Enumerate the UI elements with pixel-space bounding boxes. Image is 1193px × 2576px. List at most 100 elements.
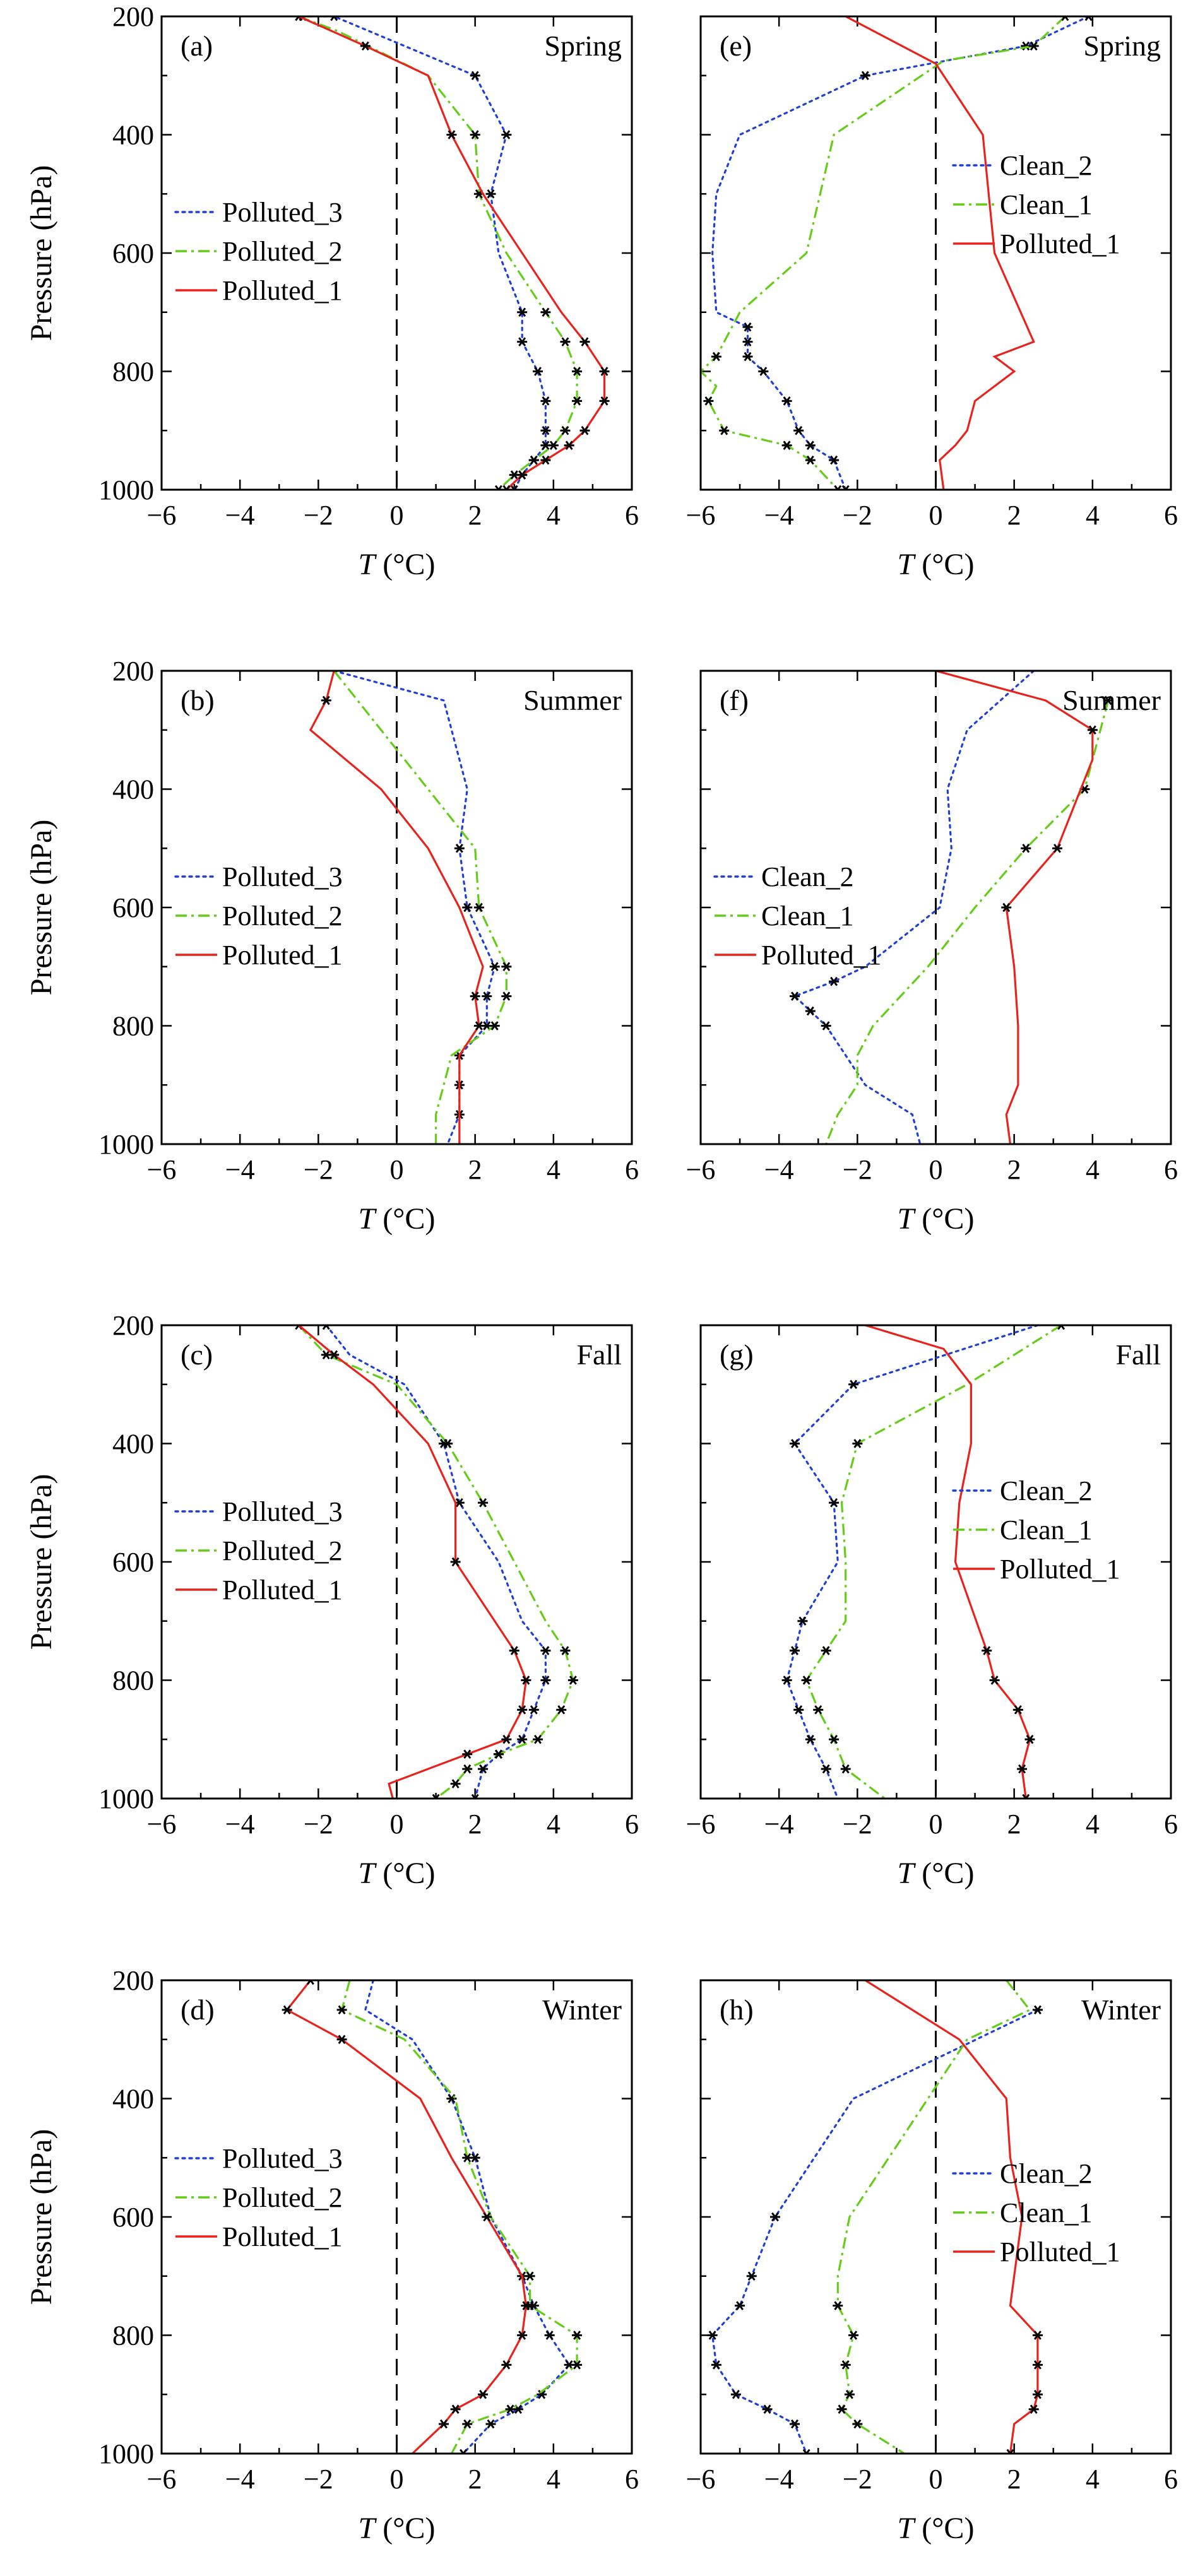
marker-stroke [806,1734,814,1744]
x-tick-label: 2 [1007,500,1021,531]
series-line-clean-1 [825,700,1110,1144]
legend-label: Polluted_3 [222,2143,343,2174]
y-tick-label: 800 [112,1665,154,1696]
significance-marker [746,2271,757,2281]
significance-marker [790,1646,800,1655]
x-tick-label: 0 [929,1809,943,1840]
marker-stroke [1057,1325,1063,1330]
marker-stroke [522,2301,530,2310]
significance-marker [599,367,610,376]
significance-marker [781,440,792,450]
x-axis-unit: (°C) [383,548,435,581]
significance-marker [735,2301,745,2310]
marker-stroke [1022,41,1030,51]
x-tick-label: 2 [1007,2464,1021,2495]
axes-frame [160,1979,633,2455]
series-group [701,16,1094,490]
panel-label: (b) [181,684,215,716]
marker-stroke [463,1749,472,1759]
significance-marker [556,1705,567,1715]
marker-stroke [704,396,713,406]
marker-stroke [790,2419,799,2429]
y-tick-label: 400 [112,774,154,805]
marker-stroke [506,2404,514,2414]
significance-marker [321,695,331,706]
legend-label: Polluted_1 [222,2221,343,2252]
series-line-polluted-1 [285,1980,528,2454]
marker-stroke [1022,1793,1028,1799]
significance-marker [501,1734,512,1744]
significance-marker [462,902,473,913]
marker-stroke [322,1350,330,1360]
marker-stroke [448,2094,456,2103]
significance-marker [525,2271,535,2281]
series-group [790,671,1113,1144]
marker-stroke [1088,725,1096,735]
significance-marker [1052,843,1062,853]
significance-marker [848,2331,859,2340]
significance-marker [521,2301,531,2310]
marker-stroke [573,2360,581,2370]
marker-stroke [790,1439,799,1448]
x-tick-label: 6 [625,1154,639,1185]
significance-marker [462,1749,473,1759]
significance-marker [821,1764,831,1774]
marker-stroke [460,2449,465,2454]
legend-label: Polluted_3 [222,861,343,892]
significance-marker [730,2389,741,2399]
marker-stroke [483,2212,491,2222]
significance-marker [462,2153,473,2163]
marker-stroke [557,1705,566,1715]
series-group [282,1980,583,2454]
marker-stroke [783,440,791,450]
marker-stroke [1104,695,1112,706]
significance-marker [548,440,559,450]
axes-frame [699,670,1172,1145]
season-title: Summer [1062,684,1161,716]
legend-label: Clean_2 [1000,1475,1093,1506]
significance-marker [485,189,496,199]
marker-stroke [473,1793,479,1799]
x-tick-label: −4 [225,2464,255,2495]
marker-stroke [830,976,838,986]
marker-stroke [747,2271,756,2281]
marker-stroke [549,440,557,450]
x-tick-label: −6 [147,1809,177,1840]
marker-stroke [471,71,479,81]
marker-stroke [483,1021,491,1031]
series-line-polluted-1 [845,16,1035,490]
panel-label: (d) [181,1994,215,2026]
significance-marker [572,2360,583,2370]
marker-stroke [451,2404,460,2414]
marker-stroke [802,2449,808,2454]
marker-stroke [530,1705,538,1715]
marker-stroke [463,2153,472,2163]
series-group [781,1325,1067,1799]
marker-stroke [834,485,840,490]
marker-stroke [1033,2005,1042,2015]
marker-stroke [790,991,799,1001]
significance-marker [797,1616,808,1626]
marker-stroke [471,1793,477,1799]
significance-marker [852,2419,863,2429]
y-tick-label: 400 [112,1429,154,1460]
marker-stroke [479,1764,487,1774]
significance-marker [560,1646,571,1655]
marker-stroke [295,1325,300,1330]
significance-marker [336,2035,347,2045]
marker-stroke [530,455,538,465]
marker-stroke [795,425,803,435]
marker-stroke [732,2389,740,2399]
marker-stroke [561,1646,569,1655]
panel-label: (a) [181,30,213,62]
significance-marker [572,396,583,406]
marker-stroke [518,470,526,480]
significance-marker [544,2331,555,2340]
panel-label: (f) [720,684,749,716]
significance-marker [860,71,870,81]
significance-marker [1056,1325,1067,1330]
marker-stroke [600,367,608,376]
marker-stroke [306,1980,312,1985]
legend-label: Clean_1 [1000,189,1093,220]
x-axis-unit: (°C) [922,2512,974,2545]
